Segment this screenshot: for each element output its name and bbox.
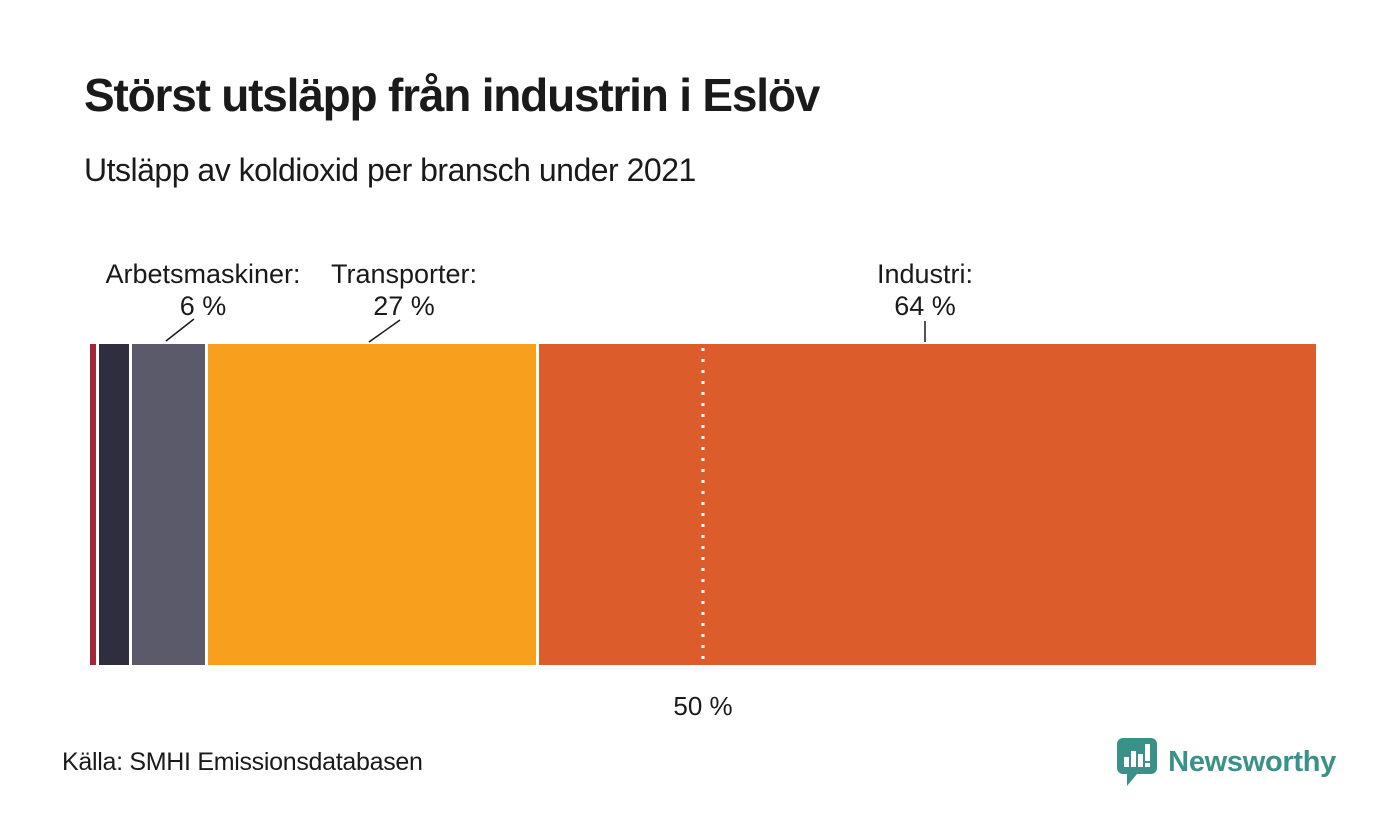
- newsworthy-icon: [1117, 738, 1158, 786]
- bar-segment-industri[interactable]: [539, 344, 1316, 665]
- exclamation-dot: [1145, 763, 1151, 767]
- annotation-value-label: 64 %: [894, 291, 956, 321]
- annotation-industri: Industri: 64 %: [877, 258, 973, 322]
- chart-title: Störst utsläpp från industrin i Eslöv: [84, 69, 820, 121]
- annotation-arbetsmaskiner: Arbetsmaskiner: 6 %: [105, 258, 300, 322]
- source-attribution: Källa: SMHI Emissionsdatabasen: [62, 748, 423, 776]
- bar-chart-bar-1: [1124, 757, 1130, 767]
- bar-segment-transporter[interactable]: [208, 344, 537, 665]
- brand-logo[interactable]: Newsworthy: [1115, 736, 1336, 788]
- annotation-transporter: Transporter: 27 %: [331, 258, 477, 322]
- bar-segment-minor-0[interactable]: [90, 344, 97, 665]
- annotation-value-label: 27 %: [373, 291, 435, 321]
- leader-line-arbetsmaskiner: [165, 318, 195, 342]
- bar-segment-arbetsmaskiner[interactable]: [132, 344, 206, 665]
- exclamation-stem: [1145, 744, 1151, 761]
- leader-line-transporter: [368, 319, 401, 343]
- bar-chart-bar-3: [1138, 754, 1144, 767]
- annotation-category-label: Arbetsmaskiner:: [105, 259, 301, 289]
- annotation-category-label: Industri:: [876, 259, 974, 289]
- bar-chart-bar-2: [1131, 751, 1137, 767]
- brand-name: Newsworthy: [1168, 745, 1336, 778]
- annotation-value-label: 6 %: [179, 291, 227, 321]
- chart-subtitle: Utsläpp av koldioxid per bransch under 2…: [84, 152, 696, 188]
- reference-line-50-percent: [701, 348, 705, 665]
- x-axis-tick-label-50: 50 %: [673, 691, 733, 721]
- bar-segment-minor-1[interactable]: [99, 344, 130, 665]
- annotation-category-label: Transporter:: [330, 259, 478, 289]
- speech-bubble-shape: [1117, 738, 1158, 786]
- stacked-bar: [90, 344, 1316, 665]
